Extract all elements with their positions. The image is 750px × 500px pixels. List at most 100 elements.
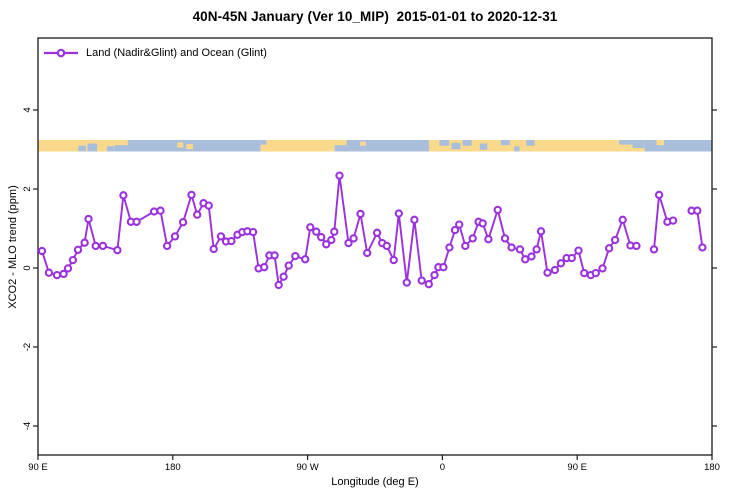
data-point-marker	[417, 276, 426, 285]
band-ocean-patch	[479, 143, 488, 150]
data-point-marker	[260, 263, 269, 272]
band-ocean-patch	[87, 143, 98, 152]
data-point-marker	[439, 263, 448, 272]
data-point-marker	[248, 227, 258, 237]
data-point-marker	[527, 252, 536, 261]
data-point-marker	[73, 245, 83, 254]
band-ocean-patch	[462, 140, 472, 146]
y-tick-label: -2	[22, 343, 33, 351]
x-tick-label: 180	[165, 462, 181, 473]
y-tick-label: -4	[22, 422, 33, 430]
data-point-marker	[591, 268, 600, 278]
data-point-marker	[216, 232, 226, 241]
band-land-patch	[656, 140, 665, 146]
data-point-marker	[382, 241, 391, 251]
data-point-marker	[291, 251, 300, 261]
data-point-marker	[536, 227, 546, 236]
band-ocean-patch	[260, 140, 267, 145]
data-point-marker	[693, 206, 702, 215]
data-point-marker	[372, 228, 382, 237]
data-point-marker	[515, 245, 525, 254]
chart-title: 40N-45N January (Ver 10_MIP) 2015-01-01 …	[192, 9, 558, 24]
x-tick-label: 90 E	[567, 462, 587, 473]
band-ocean-segment	[334, 140, 429, 152]
data-point-marker	[349, 234, 358, 243]
data-point-marker	[410, 215, 419, 224]
data-point-marker	[170, 232, 180, 241]
data-point-marker	[209, 244, 218, 254]
y-tick-label: 2	[22, 186, 33, 191]
data-point-marker	[335, 171, 344, 180]
legend-marker-icon	[44, 48, 78, 58]
data-point-marker	[618, 215, 627, 224]
data-point-marker	[604, 244, 614, 253]
data-point-marker	[91, 241, 100, 251]
legend: Land (Nadir&Glint) and Ocean (Glint)	[43, 47, 267, 59]
plot-frame	[37, 37, 713, 456]
data-point-marker	[424, 280, 433, 289]
data-point-marker	[402, 278, 411, 287]
data-point-marker	[468, 234, 477, 243]
data-point-marker	[330, 227, 339, 236]
data-point-marker	[356, 209, 365, 219]
data-point-marker	[461, 241, 470, 251]
data-point-marker	[80, 238, 89, 247]
data-point-marker	[52, 270, 62, 280]
data-point-marker	[68, 255, 78, 265]
band-ocean-patch	[106, 146, 115, 152]
band-land-patch	[360, 141, 366, 146]
data-point-marker	[178, 218, 188, 227]
x-axis-title: Longitude (deg E)	[331, 476, 419, 488]
data-point-marker	[59, 269, 68, 279]
data-point-marker	[394, 209, 403, 218]
data-point-marker	[521, 255, 530, 264]
band-land-segment	[428, 140, 645, 152]
data-point-marker	[478, 219, 487, 228]
data-point-marker	[344, 238, 353, 248]
band-ocean-patch	[451, 142, 461, 150]
data-point-marker	[227, 236, 236, 246]
data-point-marker	[543, 268, 552, 277]
data-point-marker	[306, 223, 315, 232]
data-point-marker	[317, 233, 326, 242]
data-point-marker	[204, 201, 213, 210]
data-point-marker	[156, 206, 165, 215]
x-tick-label: 180	[704, 462, 720, 473]
data-point-marker	[610, 235, 620, 245]
data-point-marker	[119, 191, 128, 200]
data-point-marker	[493, 205, 502, 215]
data-point-marker	[450, 225, 460, 235]
data-point-marker	[132, 217, 141, 226]
x-tick-label: 0	[440, 462, 445, 473]
data-point-marker	[500, 234, 510, 243]
data-point-marker	[327, 235, 336, 245]
band-ocean-patch	[500, 140, 510, 146]
data-point-marker	[113, 246, 122, 255]
data-point-marker	[430, 270, 439, 280]
band-land-patch	[186, 144, 193, 150]
x-tick-label: 90 W	[297, 462, 319, 473]
data-point-marker	[556, 259, 566, 268]
data-point-marker	[162, 241, 172, 251]
data-point-marker	[567, 253, 576, 263]
data-point-marker	[654, 190, 664, 200]
data-point-marker	[668, 216, 678, 225]
data-point-marker	[84, 214, 93, 224]
data-point-marker	[632, 241, 641, 251]
band-land-patch	[334, 140, 347, 146]
data-point-marker	[484, 235, 493, 244]
data-point-marker	[574, 246, 583, 255]
data-point-marker	[149, 207, 159, 216]
series-line	[691, 209, 704, 248]
data-point-marker	[37, 246, 47, 256]
data-point-marker	[63, 264, 73, 273]
data-point-marker	[389, 255, 398, 265]
data-point-marker	[98, 241, 108, 251]
data-point-marker	[532, 245, 541, 254]
data-point-marker	[363, 248, 372, 258]
data-point-marker	[284, 261, 293, 270]
data-point-marker	[649, 245, 659, 254]
band-land-segment	[38, 140, 115, 152]
